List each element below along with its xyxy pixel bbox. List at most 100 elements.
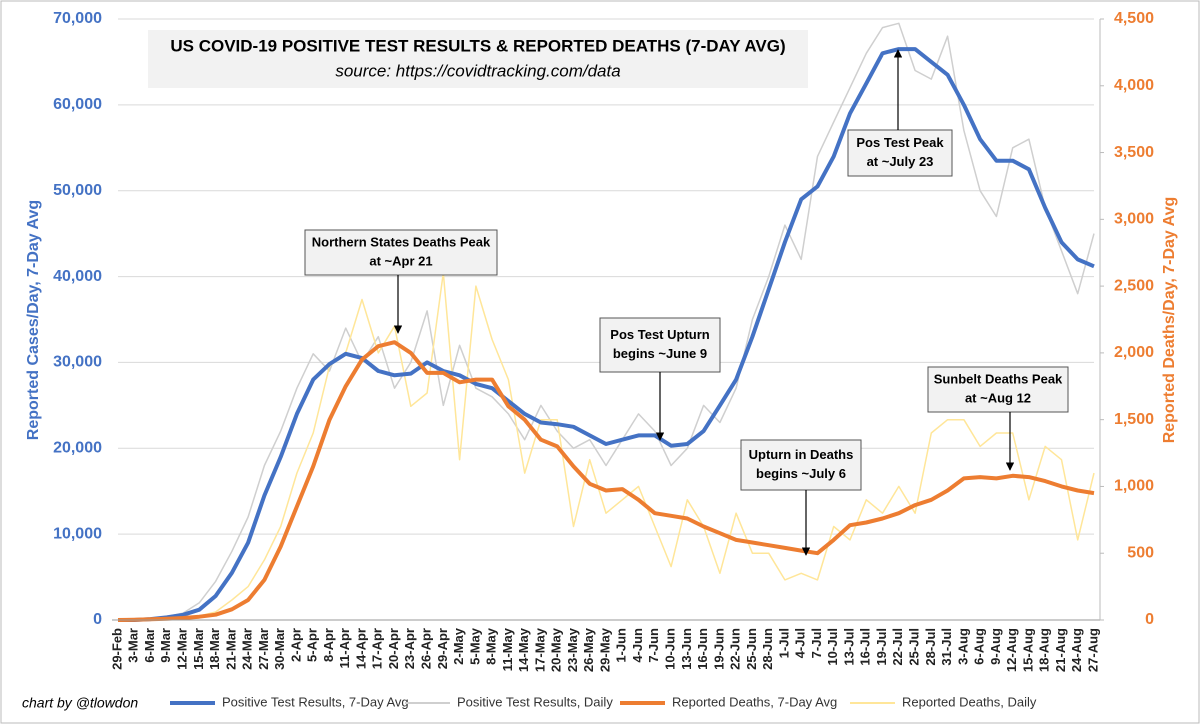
x-tick-label: 15-Mar <box>191 628 206 670</box>
x-tick-label: 30-Mar <box>272 628 287 670</box>
x-tick-label: 12-Mar <box>175 628 190 670</box>
annotation-box <box>847 129 953 177</box>
x-tick-label: 4-Jul <box>793 628 808 658</box>
x-tick-label: 9-Mar <box>158 628 173 663</box>
x-tick-label: 17-May <box>532 627 547 672</box>
x-tick-label: 21-Mar <box>223 628 238 670</box>
x-tick-label: 26-Apr <box>419 628 434 669</box>
x-tick-label: 27-Aug <box>1085 628 1100 672</box>
y2-tick-label: 3,500 <box>1114 144 1154 161</box>
x-tick-label: 29-May <box>597 627 612 672</box>
x-tick-label: 28-Jun <box>760 628 775 670</box>
annotation-text: Pos Test Peak <box>856 135 944 150</box>
x-tick-label: 21-Aug <box>1053 628 1068 672</box>
x-tick-label: 25-Jul <box>907 628 922 666</box>
y2-tick-label: 0 <box>1145 611 1154 628</box>
x-tick-label: 23-May <box>565 627 580 672</box>
x-tick-label: 25-Jun <box>744 628 759 670</box>
y-tick-label: 70,000 <box>53 10 102 27</box>
x-tick-label: 7-Jun <box>646 628 661 663</box>
annotation-text: at ~Apr 21 <box>369 253 432 268</box>
x-tick-label: 6-Mar <box>142 628 157 663</box>
chart-subtitle: source: https://covidtracking.com/data <box>335 61 620 80</box>
x-tick-label: 12-Aug <box>1004 628 1019 672</box>
y-tick-label: 60,000 <box>53 96 102 113</box>
title-box <box>148 30 808 88</box>
axes: 0 10,000 20,000 30,000 40,000 50,000 60,000 70,… <box>53 10 1154 672</box>
x-tick-label: 7-Jul <box>809 628 824 658</box>
y2-axis-label: Reported Deaths/Day, 7-Day Avg <box>1161 197 1178 444</box>
annotation-box <box>927 366 1069 413</box>
x-tick-label: 13-Jul <box>841 628 856 666</box>
y2-tick-label: 1,000 <box>1114 478 1154 495</box>
x-tick-label: 24-Aug <box>1069 628 1084 672</box>
x-tick-label: 23-Apr <box>402 628 417 669</box>
x-tick-label: 20-May <box>549 627 564 672</box>
series-line <box>117 340 1095 622</box>
legend: Positive Test Results, 7-Day Avg Positive… <box>170 694 1037 709</box>
x-tick-label: 6-Aug <box>972 628 987 665</box>
x-tick-label: 29-Apr <box>435 628 450 669</box>
x-tick-label: 22-Jul <box>890 628 905 666</box>
x-tick-label: 10-Jul <box>825 628 840 666</box>
x-tick-label: 24-Mar <box>240 628 255 670</box>
y-tick-label: 20,000 <box>53 440 102 457</box>
x-tick-label: 1-Jun <box>614 628 629 663</box>
x-tick-label: 28-Jul <box>923 628 938 666</box>
x-tick-label: 14-May <box>516 627 531 672</box>
annotation-text: begins ~July 6 <box>756 466 846 481</box>
x-tick-label: 1-Jul <box>776 628 791 658</box>
x-tick-label: 19-Jul <box>874 628 889 666</box>
x-tick-label: 20-Apr <box>386 628 401 669</box>
x-tick-label: 3-Aug <box>955 628 970 665</box>
x-tick-label: 15-Aug <box>1020 628 1035 672</box>
x-tick-label: 16-Jul <box>858 628 873 666</box>
annotation-box <box>599 317 721 373</box>
chart-title: US COVID-19 POSITIVE TEST RESULTS & REPO… <box>170 36 785 55</box>
series-line <box>118 47 1095 622</box>
annotation-text: begins ~June 9 <box>613 346 707 361</box>
y2-tick-label: 4,000 <box>1114 77 1154 94</box>
y2-tick-label: 2,500 <box>1114 277 1154 294</box>
annotations: Northern States Deaths Peak at ~Apr 21 Pos… <box>304 49 1069 556</box>
y2-tick-label: 3,000 <box>1114 211 1154 228</box>
series-line <box>118 272 1095 621</box>
annotation-text: at ~Aug 12 <box>965 390 1031 405</box>
annotation-box <box>304 229 498 276</box>
x-tick-label: 14-Apr <box>353 628 368 669</box>
y2-tick-label: 500 <box>1127 544 1154 561</box>
lines <box>117 22 1095 622</box>
legend-label: Reported Deaths, 7-Day Avg <box>672 694 837 709</box>
x-tick-label: 9-Aug <box>988 628 1003 665</box>
credit: chart by @tlowdon <box>22 695 138 711</box>
y-axis-label: Reported Cases/Day, 7-Day Avg <box>25 200 42 440</box>
x-tick-label: 10-Jun <box>663 628 678 670</box>
x-tick-label: 2-Apr <box>288 628 303 662</box>
x-tick-label: 19-Jun <box>711 628 726 670</box>
y-tick-label: 40,000 <box>53 268 102 285</box>
y2-tick-label: 2,000 <box>1114 344 1154 361</box>
legend-label: Positive Test Results, Daily <box>457 694 613 709</box>
x-tick-label: 31-Jul <box>939 628 954 666</box>
x-tick-label: 11-Apr <box>337 628 352 668</box>
annotation-text: Sunbelt Deaths Peak <box>934 371 1063 386</box>
x-tick-label: 18-Aug <box>1037 628 1052 672</box>
legend-label: Reported Deaths, Daily <box>902 694 1037 709</box>
x-tick-label: 26-May <box>581 627 596 672</box>
annotation-text: Upturn in Deaths <box>749 447 854 462</box>
legend-label: Positive Test Results, 7-Day Avg <box>222 694 409 709</box>
x-tick-label: 2-May <box>451 627 466 665</box>
annotation-text: at ~July 23 <box>867 154 934 169</box>
x-tick-label: 18-Mar <box>207 628 222 670</box>
x-tick-label: 17-Apr <box>370 628 385 669</box>
x-tick-label: 5-Apr <box>305 628 320 662</box>
x-tick-label: 8-May <box>484 627 499 665</box>
x-tick-label: 8-Apr <box>321 628 336 662</box>
x-tick-label: 29-Feb <box>109 628 124 670</box>
series-line <box>118 22 1095 621</box>
y-tick-label: 30,000 <box>53 354 102 371</box>
y-tick-label: 0 <box>93 611 102 628</box>
x-tick-label: 22-Jun <box>728 628 743 670</box>
